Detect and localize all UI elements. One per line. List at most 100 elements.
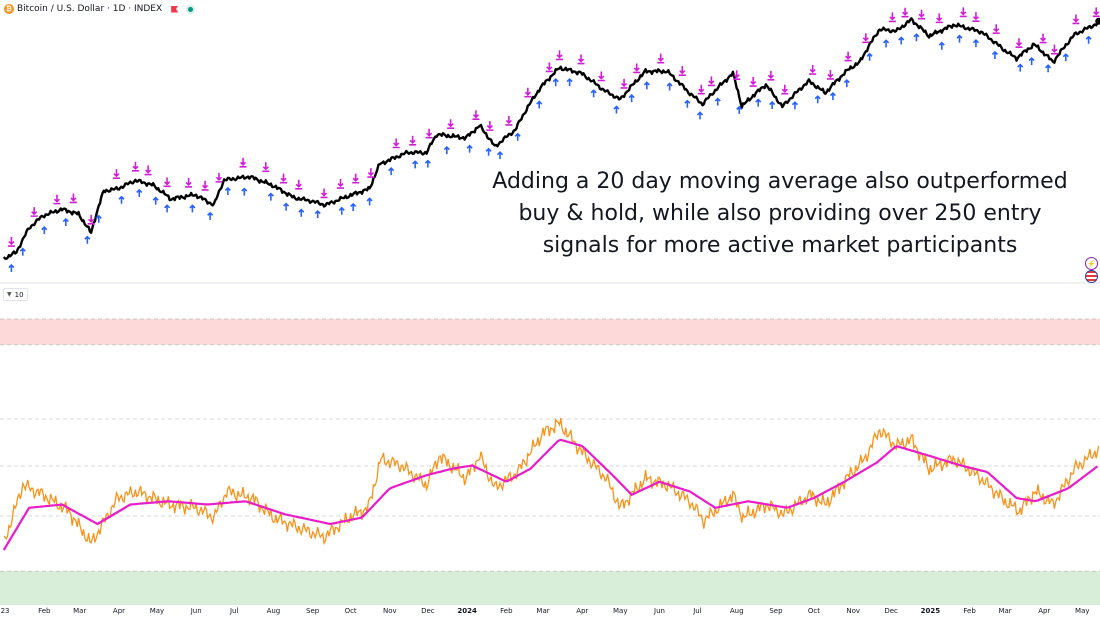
buy-arrow-icon <box>938 41 945 50</box>
time-axis-label: Jul <box>229 607 239 615</box>
sell-arrow-icon <box>935 13 943 24</box>
buy-signal-arrow <box>350 202 357 211</box>
sell-arrow-icon <box>409 135 417 146</box>
buy-arrow-icon <box>267 192 274 201</box>
sell-signal-marker <box>215 172 223 183</box>
buy-signal-arrow <box>1062 53 1069 62</box>
sell-arrow-icon <box>826 69 834 80</box>
time-axis-label: May <box>1075 607 1089 615</box>
buy-signal-arrow <box>412 160 419 169</box>
buy-arrow-icon <box>791 101 799 110</box>
chevron-down-icon: ▼ <box>7 291 12 298</box>
buy-arrow-icon <box>350 202 357 211</box>
buy-arrow-icon <box>696 111 704 120</box>
buy-arrow-icon <box>714 97 721 106</box>
buy-arrow-icon <box>972 39 980 48</box>
buy-signal-arrow <box>485 147 492 156</box>
sell-arrow-icon <box>577 54 585 65</box>
buy-arrow-icon <box>189 204 196 213</box>
buy-arrow-icon <box>1062 53 1069 62</box>
sell-arrow-icon <box>201 180 209 191</box>
buy-arrow-icon <box>224 186 231 195</box>
buy-signal-arrow <box>496 151 504 160</box>
sell-signal-marker <box>633 63 641 74</box>
sell-signal-marker <box>131 161 139 172</box>
buy-arrow-icon <box>95 214 102 223</box>
time-axis-label: Dec <box>421 607 435 615</box>
sell-arrow-icon <box>131 161 139 172</box>
sell-arrow-icon <box>620 78 628 89</box>
buy-arrow-icon <box>814 95 821 104</box>
sell-signal-marker <box>262 162 270 173</box>
sell-arrow-icon <box>69 193 77 204</box>
buy-arrow-icon <box>19 247 26 256</box>
sell-signal-marker <box>781 84 789 95</box>
sell-arrow-icon <box>280 173 288 184</box>
lightning-icon[interactable]: ⚡ <box>1085 257 1098 270</box>
buy-arrow-icon <box>898 36 905 45</box>
symbol-header[interactable]: ₿ Bitcoin / U.S. Dollar · 1D · INDEX <box>4 2 194 16</box>
sell-arrow-icon <box>337 179 345 189</box>
buy-arrow-icon <box>590 89 597 98</box>
buy-signal-arrow <box>938 41 945 50</box>
buy-arrow-icon <box>566 77 573 87</box>
sell-arrow-icon <box>809 65 817 75</box>
time-axis: 23 Feb Mar Apr May Jun Jul Aug Sep Oct Nov Dec 2024 F… <box>1 607 1090 615</box>
sell-arrow-icon <box>144 165 152 176</box>
buy-signal-arrow <box>241 187 248 196</box>
buy-arrow-icon <box>736 105 743 114</box>
sell-arrow-icon <box>959 7 967 18</box>
us-flag-icon[interactable] <box>1085 270 1098 283</box>
sell-arrow-icon <box>555 50 563 61</box>
sell-signal-marker <box>524 87 532 98</box>
indicator-collapse-button[interactable]: ▼ 10 <box>3 288 28 301</box>
buy-signal-arrow <box>8 263 15 273</box>
sell-signal-marker <box>87 214 95 225</box>
buy-signal-arrow <box>283 202 290 211</box>
sell-arrow-icon <box>707 76 715 87</box>
sell-signal-marker <box>337 179 345 189</box>
sell-signal-marker <box>144 165 152 176</box>
sell-arrow-icon <box>972 12 980 22</box>
buy-signal-arrow <box>552 78 559 87</box>
buy-signal-arrow <box>466 144 473 153</box>
buy-arrow-icon <box>769 100 776 110</box>
buy-arrow-icon <box>388 167 395 176</box>
sell-arrow-icon <box>992 24 1000 34</box>
annotation-line: signals for more active market participa… <box>542 233 1018 258</box>
sell-signal-marker <box>185 177 193 188</box>
sell-signal-marker <box>697 84 705 95</box>
buy-signal-arrow <box>338 206 345 215</box>
buy-signal-arrow <box>628 93 635 103</box>
buy-signal-arrow <box>152 196 159 205</box>
buy-signal-arrow <box>424 159 431 168</box>
sell-signal-marker <box>239 157 247 168</box>
buy-signal-arrow <box>366 197 373 206</box>
buy-arrow-icon <box>514 132 521 141</box>
buy-signal-arrow <box>95 214 102 223</box>
time-axis-label: Aug <box>267 607 281 615</box>
sell-arrow-icon <box>733 70 741 81</box>
buy-arrow-icon <box>1017 63 1024 72</box>
sell-signal-marker <box>7 237 15 247</box>
sell-signal-marker <box>888 12 896 23</box>
buy-arrow-icon <box>913 33 920 42</box>
buy-arrow-icon <box>366 197 373 206</box>
buy-arrow-icon <box>991 50 999 59</box>
sell-signal-marker <box>959 7 967 18</box>
annotation-line: Adding a 20 day moving average also outp… <box>492 169 1068 194</box>
sell-signal-marker <box>112 169 120 179</box>
time-axis-label: Apr <box>576 607 588 615</box>
sell-signal-marker <box>163 177 171 188</box>
sell-arrow-icon <box>486 121 494 131</box>
sell-signal-marker <box>69 193 77 204</box>
sell-arrow-icon <box>749 77 757 87</box>
sell-signal-marker <box>201 180 209 191</box>
time-axis-label: Apr <box>113 607 125 615</box>
sell-signal-marker <box>425 128 433 139</box>
buy-signal-arrow <box>814 95 821 104</box>
buy-signal-arrow <box>913 33 920 42</box>
buy-signal-arrow <box>613 105 620 114</box>
flag-icon[interactable] <box>171 5 179 13</box>
buy-signal-arrow <box>684 99 691 108</box>
